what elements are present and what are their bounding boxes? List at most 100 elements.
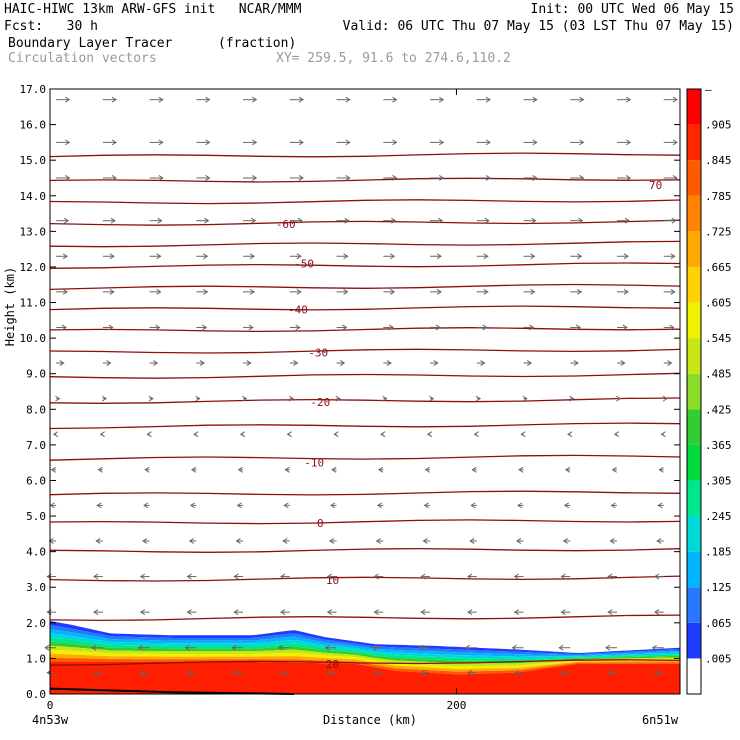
vector-arrow: [663, 253, 676, 260]
isotherm-line: [49, 199, 681, 205]
colorbar-swatch: [687, 160, 701, 196]
vector-arrow: [476, 96, 491, 103]
vector-arrow: [617, 360, 626, 366]
vector-arrow: [570, 324, 582, 331]
vector-arrow: [663, 324, 675, 331]
vector-arrow: [656, 538, 664, 544]
isotherm-line: [49, 305, 681, 311]
vector-arrow: [48, 538, 57, 544]
vector-arrow: [657, 502, 664, 509]
vector-arrow: [613, 431, 620, 438]
vector-arrow: [469, 538, 477, 544]
model-title: HAIC-HIWC 13km ARW-GFS init NCAR/MMM: [4, 2, 302, 17]
vector-arrow: [56, 360, 65, 366]
isotherm-label: 70: [649, 179, 662, 192]
vector-arrow: [56, 96, 71, 103]
x-axis: [49, 89, 457, 694]
vector-arrow: [243, 139, 258, 146]
colorbar-swatch: [687, 622, 701, 659]
vector-arrow: [523, 217, 537, 224]
field-units: (fraction): [218, 36, 297, 51]
vector-arrow: [280, 573, 290, 580]
vector-arrow: [55, 395, 61, 402]
vector-arrow: [523, 139, 538, 146]
isotherm-line: [49, 152, 681, 158]
terrain-line: [49, 687, 294, 695]
vector-arrow: [476, 217, 490, 224]
vector-arrow: [420, 573, 431, 580]
vector-arrow: [324, 644, 337, 651]
vector-arrow: [149, 217, 163, 224]
plot-frame: [49, 88, 681, 695]
vector-arrow: [570, 217, 584, 224]
vector-arrow: [653, 669, 664, 676]
vector-arrow: [336, 175, 351, 181]
vector-arrow: [243, 288, 256, 295]
vector-arrow: [280, 669, 290, 676]
vector-arrow: [564, 466, 571, 473]
vector-arrow: [288, 395, 295, 402]
x-tick-label: 200: [447, 699, 467, 712]
isotherm-line: [49, 575, 681, 582]
vector-arrow: [289, 96, 304, 103]
isotherm-line: [49, 219, 681, 226]
vector-arrow: [663, 139, 678, 146]
y-tick-label: 12.0: [20, 261, 47, 274]
vector-arrow: [513, 669, 524, 676]
vector-arrow: [188, 538, 197, 544]
vector-arrow: [467, 609, 477, 616]
vector-arrow: [429, 395, 435, 402]
vector-arrow: [653, 573, 664, 580]
isotherm-line: [49, 490, 681, 496]
vector-arrow: [476, 139, 491, 146]
vector-arrow: [50, 466, 57, 473]
vector-arrow: [616, 395, 622, 402]
x-tick-label: 0: [47, 699, 54, 712]
vector-arrow: [424, 466, 431, 473]
vector-arrow: [331, 466, 337, 473]
vector-arrow: [617, 139, 632, 146]
vector-arrow: [467, 573, 477, 580]
tracer-band: [50, 649, 680, 669]
vector-arrow: [148, 395, 154, 402]
vector-arrow: [420, 669, 431, 676]
vector-arrow: [44, 644, 57, 651]
vector-arrow: [326, 573, 337, 580]
vector-arrow: [326, 669, 337, 676]
vector-arrow: [617, 288, 629, 295]
vector-arrow: [523, 253, 536, 260]
vector-arrow: [286, 431, 292, 438]
colorbar-swatch: [687, 302, 701, 339]
vector-arrow: [382, 395, 388, 402]
vector-arrow: [609, 538, 617, 544]
tracer-band: [50, 629, 680, 657]
isotherm-line: [49, 262, 681, 269]
y-tick-label: 3.0: [26, 581, 46, 594]
vector-arrow: [193, 431, 199, 438]
vector-arrow: [569, 395, 575, 402]
vector-arrow: [430, 288, 442, 295]
vector-arrow: [663, 288, 676, 295]
vector-arrow: [239, 431, 246, 438]
field-name: Boundary Layer Tracer: [8, 36, 173, 51]
vector-arrow: [651, 644, 664, 651]
vector-arrow: [243, 96, 258, 103]
vector-arrow: [326, 609, 337, 616]
vector-arrow: [102, 175, 117, 181]
isotherm-label: -60: [276, 218, 296, 231]
colorbar-swatch: [687, 266, 701, 303]
vector-arrow: [149, 360, 159, 366]
vector-arrow: [233, 669, 244, 676]
vector-arrow: [149, 288, 162, 295]
vector-arrow: [289, 217, 303, 224]
vector-arrow: [102, 253, 115, 260]
vector-arrow: [467, 669, 477, 676]
y-tick-label: 6.0: [26, 474, 46, 487]
tracer-shading: [50, 621, 680, 694]
vector-arrow: [289, 175, 304, 181]
colorbar-label: –: [705, 83, 712, 96]
vector-arrow: [196, 360, 205, 366]
y-axis-title: Height (km): [3, 267, 17, 346]
vector-arrow: [242, 395, 248, 402]
y-tick-label: 14.0: [20, 190, 47, 203]
